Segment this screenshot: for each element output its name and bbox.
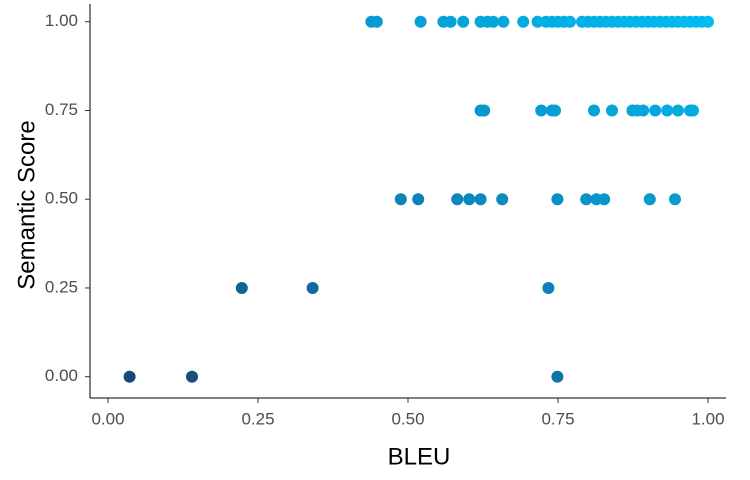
x-tick-label: 0.50 [391,409,424,428]
point [564,15,576,28]
x-tick-label: 0.25 [241,409,274,428]
point [412,193,425,206]
point [551,193,564,206]
y-tick-label: 0.00 [45,366,78,385]
point [478,104,491,117]
point [496,193,509,206]
point [463,193,476,206]
x-tick-label: 1.00 [691,409,724,428]
point [580,193,593,206]
y-tick-label: 0.75 [45,100,78,119]
point [669,193,681,206]
point [649,104,662,117]
point [414,15,427,28]
point [687,104,699,117]
point [517,15,530,28]
point [672,104,684,117]
point [474,193,487,206]
point [588,104,600,117]
point [123,370,136,383]
y-tick-label: 0.50 [45,189,78,208]
point [487,15,500,28]
point [235,281,248,294]
x-tick-label: 0.75 [541,409,574,428]
point [444,15,457,28]
point [551,370,564,383]
point [531,15,544,28]
point [702,15,714,28]
point [306,281,319,294]
point [186,370,198,383]
y-axis-title: Semantic Score [13,120,40,289]
point [451,193,464,206]
point [394,193,407,206]
point [457,15,470,28]
point [497,15,510,28]
point [549,104,561,117]
point [606,104,618,117]
point [637,104,650,117]
point [598,193,611,206]
y-tick-label: 1.00 [45,11,78,30]
point [661,104,674,117]
point [643,193,656,206]
point [535,104,548,117]
x-tick-label: 0.00 [91,409,124,428]
y-tick-label: 0.25 [45,277,78,296]
point [542,281,555,294]
x-axis-title: BLEU [388,443,451,470]
point [370,15,383,28]
